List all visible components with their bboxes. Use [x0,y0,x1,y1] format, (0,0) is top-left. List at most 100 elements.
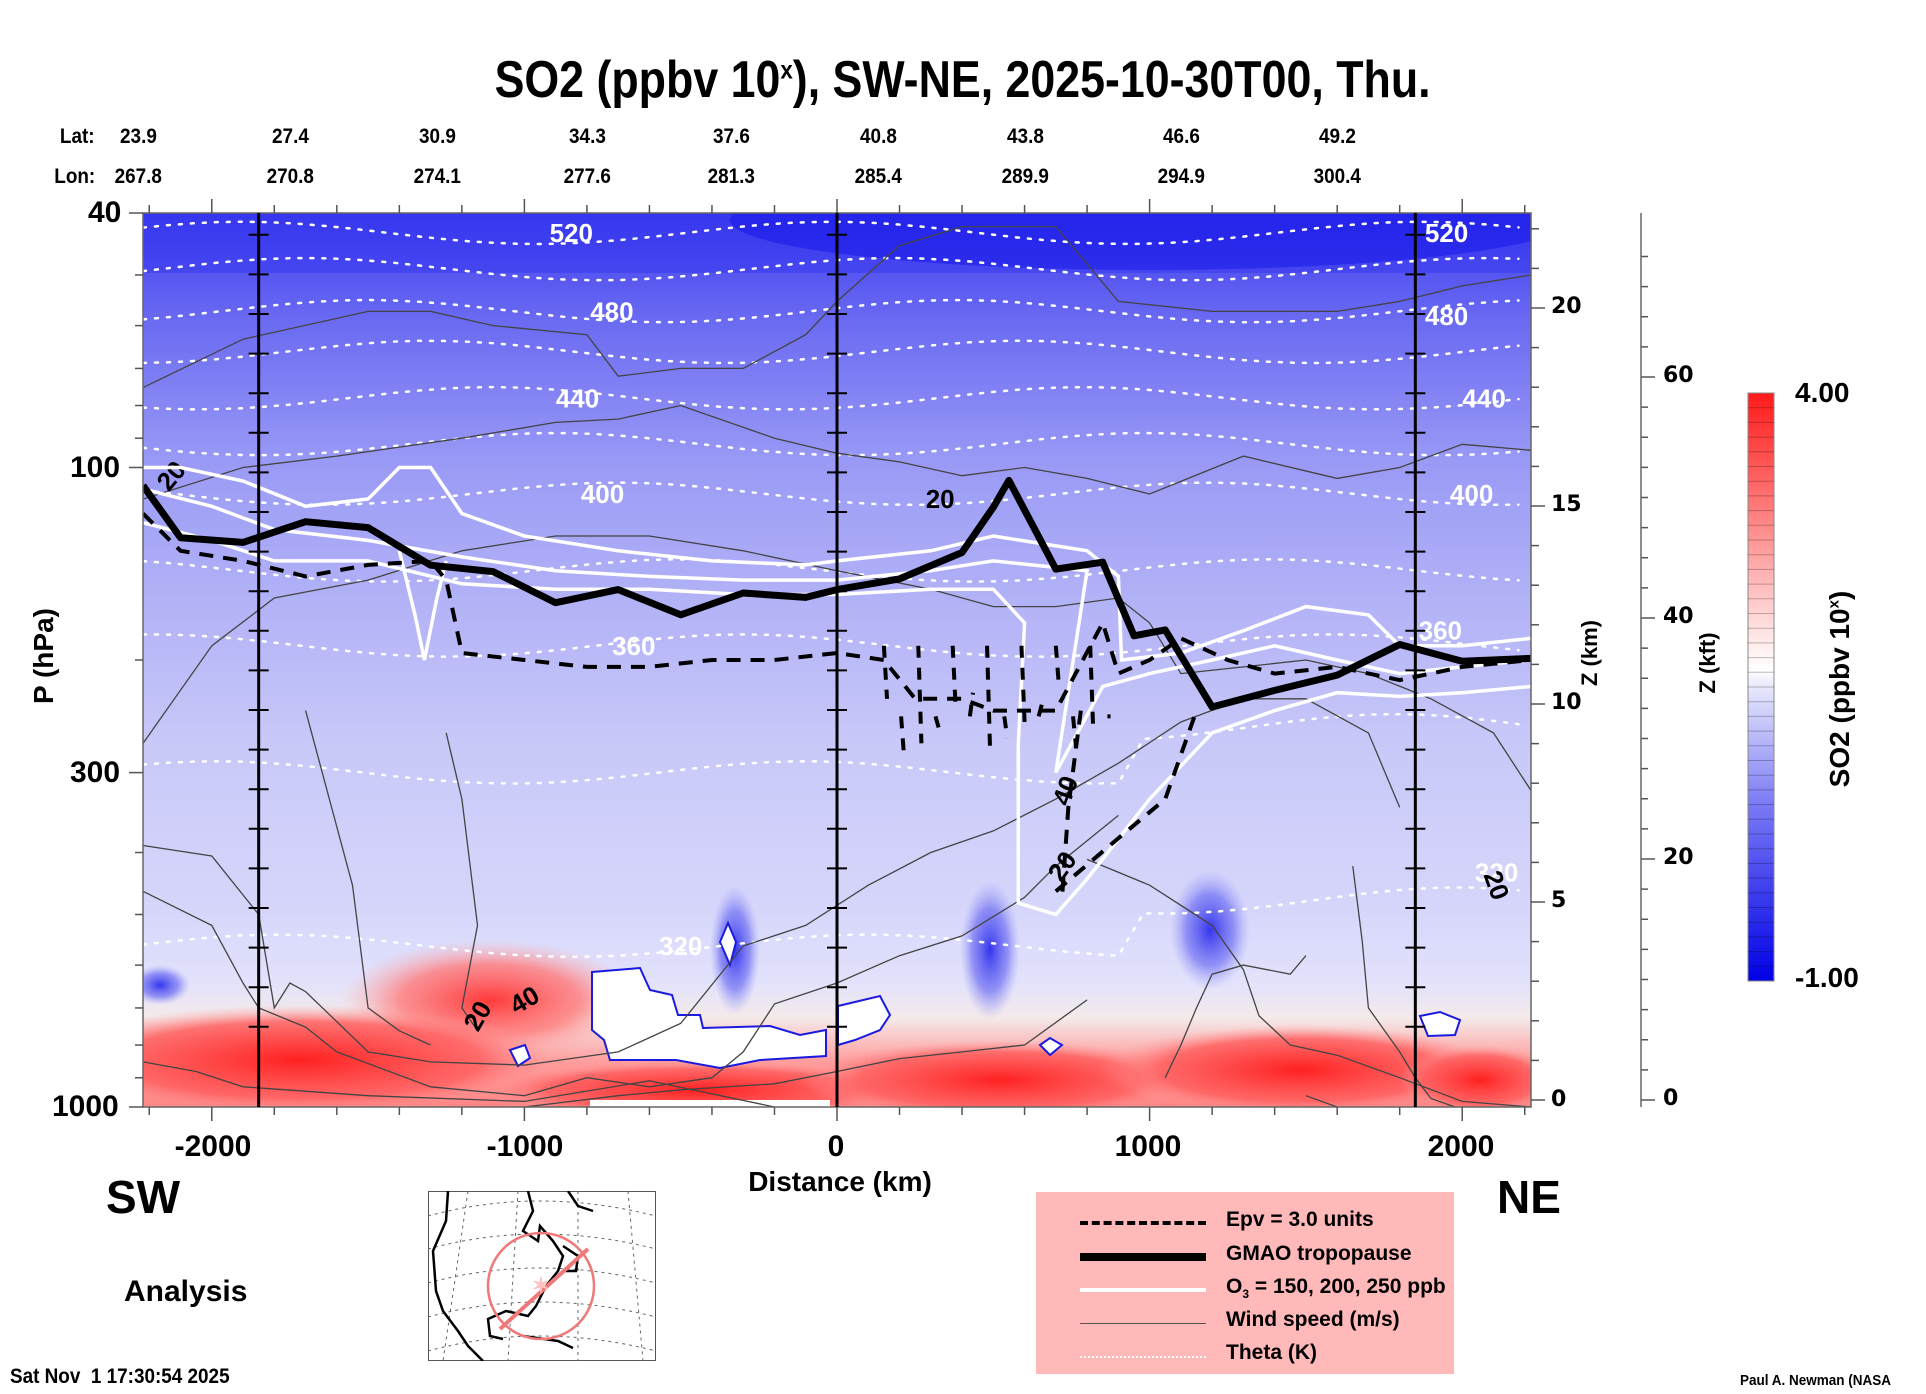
y-axis-title-wrap: P (hPa) [0,608,94,704]
z-km-axis-title: Z (km) [1577,620,1602,686]
wind-speed-contour [1352,866,1457,1107]
lat-value: 40.8 [859,125,897,148]
colorbar-title-prefix: SO2 (ppbv 10 [1824,608,1855,788]
x-axis-title: Distance (km) [748,1166,932,1197]
z-km-tick-label: 15 [1551,492,1582,517]
so2-low-pocket [1170,870,1250,990]
dashed-line-icon [1080,1221,1206,1225]
theta-contour [143,298,1520,324]
y-tick-label: 100 [70,451,121,484]
lat-value: 49.2 [1319,125,1357,148]
lat-value: 43.8 [1006,125,1044,148]
theta-contour [143,385,1520,411]
theta-contour [143,256,1520,282]
theta-contour [143,481,1520,507]
theta-contour [143,431,1520,457]
colorbar-title-sup: x [1825,600,1843,609]
z-km-tick-label: 0 [1551,1087,1567,1112]
colorbar-max-label: 4.00 [1795,377,1850,408]
below-range-patch [590,1100,830,1107]
o3-contour [397,550,448,661]
theta-contour [143,712,1520,785]
legend-label: GMAO tropopause [1226,1242,1412,1265]
theta-contour-label: 440 [556,383,599,413]
lon-value: 300.4 [1313,165,1362,188]
lon-value: 270.8 [266,165,314,188]
theta-contour-label: 480 [590,296,633,326]
map-section-track [498,1247,590,1331]
legend-item-wind: Wind speed (m/s) [1036,1308,1454,1338]
epv-contour [950,645,958,711]
wind-speed-contour [445,732,479,1032]
theta-contour [143,633,1520,658]
z-km-tick-label: 20 [1551,294,1582,319]
below-range-patch [591,966,827,1070]
lon-value: 267.8 [114,165,162,188]
z-kft-axis-title: Z (kft) [1695,632,1720,694]
thin-line-icon [1080,1323,1206,1324]
z-km-title-wrap: Z (km) [1550,620,1630,686]
theta-contour [143,558,1520,583]
theta-contour-label: 520 [550,218,593,248]
wind-speed-contour [143,404,1531,500]
theta-contour-label: 360 [1419,616,1462,646]
colorbar-min-label: -1.00 [1795,962,1859,993]
direction-ne-label: NE [1497,1171,1561,1223]
title-suffix: ), SW-NE, 2025-10-30T00, Thu. [792,51,1431,109]
so2-low-pocket [710,885,760,1015]
lat-value: 34.3 [568,125,606,148]
x-tick-label: 1000 [1114,1130,1182,1163]
legend-label: Theta (K) [1226,1341,1317,1364]
wind-speed-contour [143,1061,782,1107]
lat-value: 30.9 [418,125,456,148]
theta-contour-label: 360 [612,631,655,661]
colorbar-ticks [1748,407,1774,967]
inset-map-frame [428,1191,656,1361]
epv-contour [967,692,975,717]
z-km-tick-label: 10 [1551,690,1582,715]
z-kft-tick-label: 0 [1663,1086,1679,1111]
below-range-patch [1418,1010,1462,1038]
theta-contour-label: 400 [581,479,624,509]
lat-value: 27.4 [271,125,309,148]
lon-value: 285.4 [854,165,902,188]
so2-low-pocket [143,965,190,1005]
o3-suffix: = 150, 200, 250 ppb [1249,1275,1446,1298]
z-kft-tick-label: 20 [1663,845,1694,870]
theta-contour-label: 440 [1462,383,1505,413]
so2-surface-high [1100,1025,1500,1107]
dotted-line-icon [1080,1356,1206,1358]
lon-value: 281.3 [707,165,755,188]
so2-surface-high [143,1005,560,1107]
map-range-circle [486,1231,596,1341]
timestamp: Sat Nov 1 17:30:54 2025 [10,1365,230,1388]
x-tick-label: 0 [827,1130,845,1163]
x-tick-label: -2000 [174,1130,252,1163]
direction-sw-label: SW [106,1171,181,1223]
wind-speed-contour [505,999,1088,1107]
lon-value: 289.9 [1001,165,1049,188]
chart-title: SO2 (ppbv 10x), SW-NE, 2025-10-30T00, Th… [134,50,1790,110]
epv-contour [985,645,993,754]
title-superscript: x [780,54,793,85]
theta-contour-label: 320 [1475,858,1518,888]
colorbar [1747,392,1775,982]
wind-speed-contour [1164,955,1307,1078]
credit: Paul A. Newman (NASA [1740,1372,1892,1389]
z-kft-title-wrap: Z (kft) [1668,632,1748,693]
colorbar-title: SO2 (ppbv 10x) [1824,589,1856,789]
epv-contour [881,645,890,699]
thick-line-icon [1080,1253,1206,1261]
epv-contour [933,715,941,729]
epv-contour [1053,645,1061,687]
lon-value: 277.6 [563,165,611,188]
legend-item-theta: Theta (K) [1036,1341,1454,1371]
colorbar-title-wrap: SO2 (ppbv 10x) [1740,591,1926,788]
lon-value: 294.9 [1157,165,1205,188]
z-km-tick-label: 5 [1551,888,1567,913]
legend-label: O3 = 150, 200, 250 ppb [1226,1275,1446,1301]
lon-row-label: Lon: [54,165,96,188]
colorbar-title-suffix: ) [1824,590,1855,601]
lat-value: 23.9 [120,125,157,148]
